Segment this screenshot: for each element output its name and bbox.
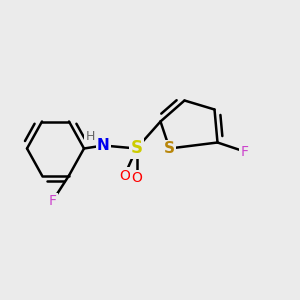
Text: H: H bbox=[85, 130, 95, 143]
Text: N: N bbox=[97, 138, 110, 153]
Text: F: F bbox=[241, 145, 248, 158]
Text: S: S bbox=[130, 140, 142, 158]
Text: S: S bbox=[164, 141, 175, 156]
Text: F: F bbox=[49, 194, 56, 208]
Text: O: O bbox=[119, 169, 130, 182]
Text: O: O bbox=[131, 172, 142, 185]
